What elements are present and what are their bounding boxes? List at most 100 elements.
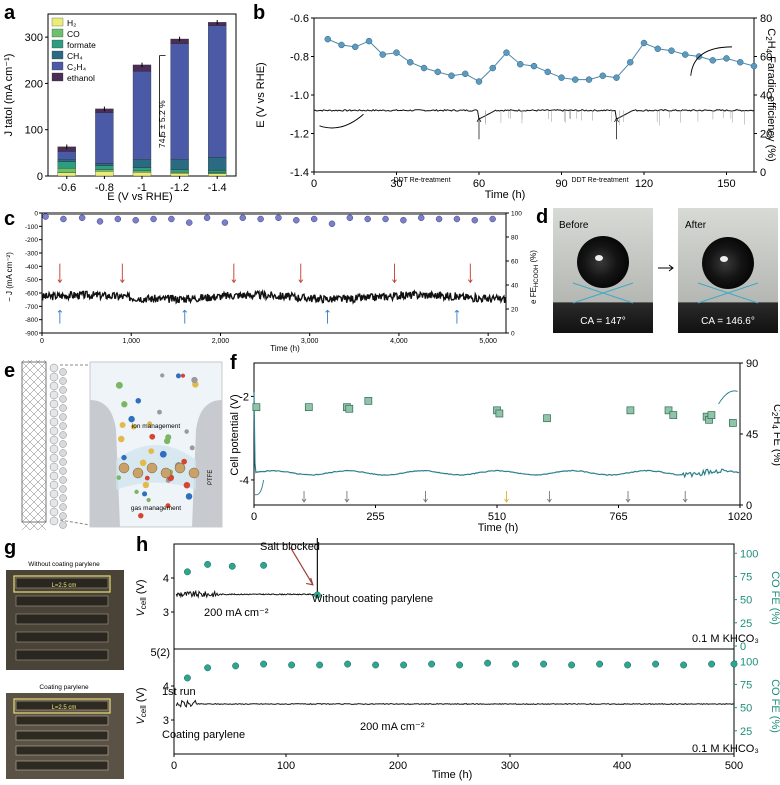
contact-angle-images: Before After CA = 147° CA = 146.6° <box>553 208 778 333</box>
catalyst-particle <box>49 471 59 481</box>
b-fe-point <box>682 51 689 58</box>
molecule-dot <box>121 401 128 408</box>
b-ytick-right-label: 60 <box>760 52 772 64</box>
zoom-line-bottom <box>59 519 91 526</box>
h-xtick-label: 200 <box>389 760 407 772</box>
c-fe-point <box>471 216 479 224</box>
molecule-dot <box>144 475 150 481</box>
h-bottom-ytick-right-label: 25 <box>740 726 752 738</box>
molecule-dot <box>134 489 139 495</box>
catalyst-particle <box>49 480 59 490</box>
f-fe-point <box>626 406 635 415</box>
f-fe-point <box>364 397 373 405</box>
b-xtick-label: 150 <box>717 178 735 190</box>
c-ytick-label: -800 <box>25 317 38 324</box>
b-treatment-arrow <box>614 117 619 140</box>
panel-label-e: e <box>4 360 16 382</box>
g-bottom-channel <box>15 760 109 771</box>
b-fe-point <box>654 45 661 53</box>
a-bar-segment <box>57 159 76 162</box>
catalyst-particle <box>59 503 67 511</box>
chart-f-ylabel: Cell potential (V) <box>229 394 241 475</box>
chart-a-xlabel: E (V vs RHE) <box>107 191 172 203</box>
a-bar-segment <box>208 170 227 173</box>
c-fe-point <box>310 215 318 223</box>
c-fe-point <box>275 214 282 222</box>
b-xtick-label: 90 <box>555 178 567 190</box>
catalyst-particle <box>59 467 67 475</box>
b-ytick-label: -1.4 <box>290 167 309 179</box>
f-ytick-right-label: 90 <box>746 358 758 370</box>
a-xtick-label: -0.6 <box>57 182 76 194</box>
catalyst-particle <box>59 494 67 502</box>
b-fe-point <box>324 35 331 43</box>
b-fe-point <box>737 59 744 66</box>
chart-b-ylabel: E (V vs RHE) <box>255 62 267 127</box>
a-bar-segment <box>132 159 152 168</box>
b-xtick-label: 60 <box>473 178 485 190</box>
f-gray-arrow <box>423 491 428 503</box>
b-fe-point <box>379 51 386 58</box>
h-bottom-fe-point <box>428 660 436 668</box>
chart-c-xlabel: Time (h) <box>270 344 300 353</box>
before-label: Before <box>559 220 589 231</box>
c-ytick-label: -400 <box>25 264 38 271</box>
h-bottom-fe-point <box>372 661 380 669</box>
contact-angle-panel: Before After CA = 147° CA = 146.6° <box>553 208 778 333</box>
h-bottom-ytick-right-label: 75 <box>740 679 752 691</box>
h-bottom-fe-point <box>540 660 548 668</box>
a-legend-swatch <box>51 28 64 38</box>
b-ytick-label: -0.6 <box>290 13 309 25</box>
c-fe-point <box>203 214 211 222</box>
c-fe-point <box>60 215 67 223</box>
a-bar-segment <box>95 169 114 172</box>
h-xtick-label: 500 <box>725 760 743 772</box>
c-ytick-label: 0 <box>34 211 38 218</box>
f-fe-point <box>252 403 261 412</box>
c-ytick-label: -700 <box>25 304 38 311</box>
a-bar-segment <box>57 172 76 177</box>
b-fe-point <box>503 49 510 56</box>
particle-column <box>49 363 67 529</box>
b-fe-point <box>365 37 373 45</box>
before-tangent-right <box>572 282 634 304</box>
a-bar-segment <box>170 43 189 160</box>
molecule-dot <box>159 450 167 458</box>
b-xtick-label: 0 <box>311 178 317 190</box>
c-blue-arrow <box>57 309 63 324</box>
c-ytick-right-label: 60 <box>511 259 519 266</box>
g-top-highlight <box>13 575 111 593</box>
c-current-line <box>41 288 507 305</box>
molecule-dot <box>135 397 142 404</box>
catalyst-node <box>146 462 158 474</box>
b-fe-point <box>668 47 675 54</box>
chart-h-top-ylabel: Vcell (V) <box>135 579 148 616</box>
molecule-dot <box>139 459 147 467</box>
a-xtick-label: -1.4 <box>208 182 227 194</box>
h-top-current: 200 mA cm⁻² <box>204 607 269 619</box>
h-first-run: 1st run <box>162 686 196 698</box>
ptfe-wall-left <box>90 400 120 527</box>
a-annotation-bracket <box>159 55 166 138</box>
catalyst-particle <box>59 431 67 439</box>
f-yellow-arrow <box>504 491 509 503</box>
a-xtick-label: -1.2 <box>170 182 189 194</box>
b-fe-point <box>572 76 579 83</box>
chart-c: 0 1,000 2,000 3,000 4,000 5,000 0 -100 -200 -300 -… <box>5 211 540 354</box>
a-legend-label: C₂H₄ <box>67 62 87 72</box>
c-xtick-label: 2,000 <box>212 338 230 345</box>
molecule-dot <box>165 503 171 509</box>
after-label: After <box>685 220 707 231</box>
a-xtick-label: -0.8 <box>95 182 114 194</box>
h-xtick-label: 0 <box>171 760 177 772</box>
h-bottom-fe-point <box>456 661 464 669</box>
b-fe-point <box>434 68 441 76</box>
h-top-fe-point <box>204 560 212 568</box>
f-gray-arrow <box>301 491 307 503</box>
panel-label-c: c <box>4 208 16 230</box>
f-xtick-label: 1020 <box>728 511 752 523</box>
a-bar-segment <box>170 173 189 177</box>
a-legend-label: formate <box>67 40 96 50</box>
c-ytick-right-label: 100 <box>511 211 522 218</box>
